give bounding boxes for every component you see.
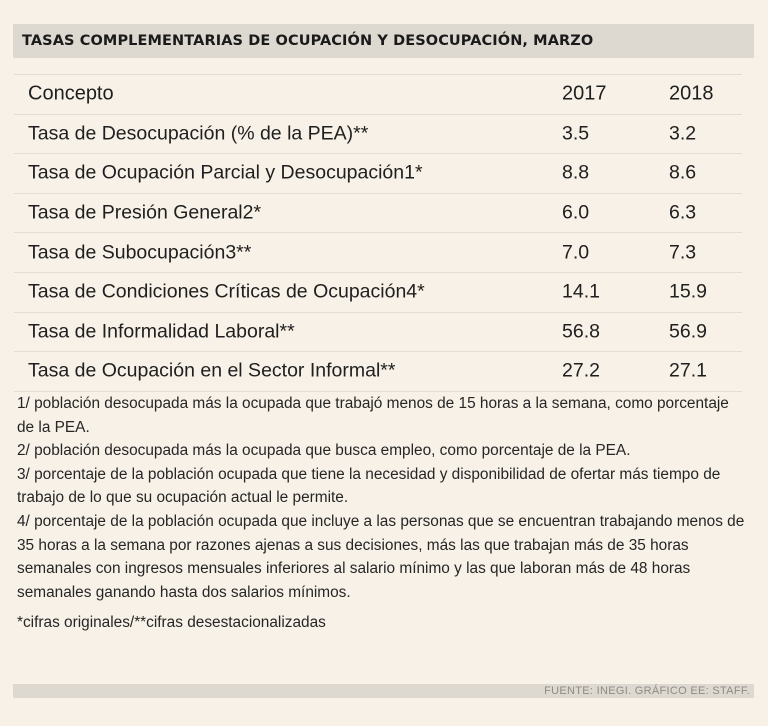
row-concept: Tasa de Desocupación (% de la PEA)** xyxy=(28,122,369,145)
footnote-2: 2/ población desocupada más la ocupada q… xyxy=(17,442,631,460)
row-value-2017: 3.5 xyxy=(562,122,590,145)
row-value-2017: 27.2 xyxy=(562,359,600,382)
header-2018: 2018 xyxy=(669,82,714,105)
table-row: Tasa de Condiciones Críticas de Ocupació… xyxy=(14,271,742,312)
row-concept: Tasa de Informalidad Laboral** xyxy=(28,320,295,343)
row-value-2018: 3.2 xyxy=(669,122,697,145)
row-value-2017: 14.1 xyxy=(562,280,600,303)
table-header-row: Concepto 2017 2018 xyxy=(14,74,742,114)
row-concept: Tasa de Presión General2* xyxy=(28,201,262,224)
row-value-2018: 7.3 xyxy=(669,241,697,264)
row-value-2017: 6.0 xyxy=(562,201,590,224)
row-concept: Tasa de Condiciones Críticas de Ocupació… xyxy=(28,280,425,303)
row-value-2017: 56.8 xyxy=(562,320,600,343)
table-row: Tasa de Ocupación en el Sector Informal*… xyxy=(14,351,742,392)
table-row: Tasa de Ocupación Parcial y Desocupación… xyxy=(14,153,742,193)
footer-bar: FUENTE: INEGI. GRÁFICO EE: STAFF. xyxy=(13,684,754,698)
row-concept: Tasa de Ocupación en el Sector Informal*… xyxy=(28,359,396,382)
row-value-2018: 6.3 xyxy=(669,201,697,224)
footnotes: 1/ población desocupada más la ocupada q… xyxy=(17,392,749,635)
row-concept: Tasa de Subocupación3** xyxy=(28,241,252,264)
table-title: TASAS COMPLEMENTARIAS DE OCUPACIÓN Y DES… xyxy=(22,33,594,49)
row-value-2017: 8.8 xyxy=(562,161,590,184)
source-credit: FUENTE: INEGI. GRÁFICO EE: STAFF. xyxy=(544,685,750,697)
row-value-2018: 8.6 xyxy=(669,161,697,184)
data-table: Concepto 2017 2018 Tasa de Desocupación … xyxy=(14,74,742,392)
row-value-2017: 7.0 xyxy=(562,241,590,264)
row-value-2018: 15.9 xyxy=(669,280,707,303)
footnote-1: 1/ población desocupada más la ocupada q… xyxy=(17,395,729,436)
row-value-2018: 56.9 xyxy=(669,320,707,343)
title-bar: TASAS COMPLEMENTARIAS DE OCUPACIÓN Y DES… xyxy=(13,24,754,58)
table-row: Tasa de Desocupación (% de la PEA)** 3.5… xyxy=(14,113,742,154)
table-row: Tasa de Subocupación3** 7.0 7.3 xyxy=(14,232,742,272)
footnote-3: 3/ porcentaje de la población ocupada qu… xyxy=(17,465,721,507)
row-value-2018: 27.1 xyxy=(669,359,707,382)
table-row: Tasa de Presión General2* 6.0 6.3 xyxy=(14,192,742,233)
header-concepto: Concepto xyxy=(28,82,114,105)
table-row: Tasa de Informalidad Laboral** 56.8 56.9 xyxy=(14,311,742,352)
header-2017: 2017 xyxy=(562,82,607,105)
footnote-4: 4/ porcentaje de la población ocupada qu… xyxy=(17,512,745,601)
row-concept: Tasa de Ocupación Parcial y Desocupación… xyxy=(28,161,423,184)
asterisk-legend: *cifras originales/**cifras desestaciona… xyxy=(17,614,326,632)
